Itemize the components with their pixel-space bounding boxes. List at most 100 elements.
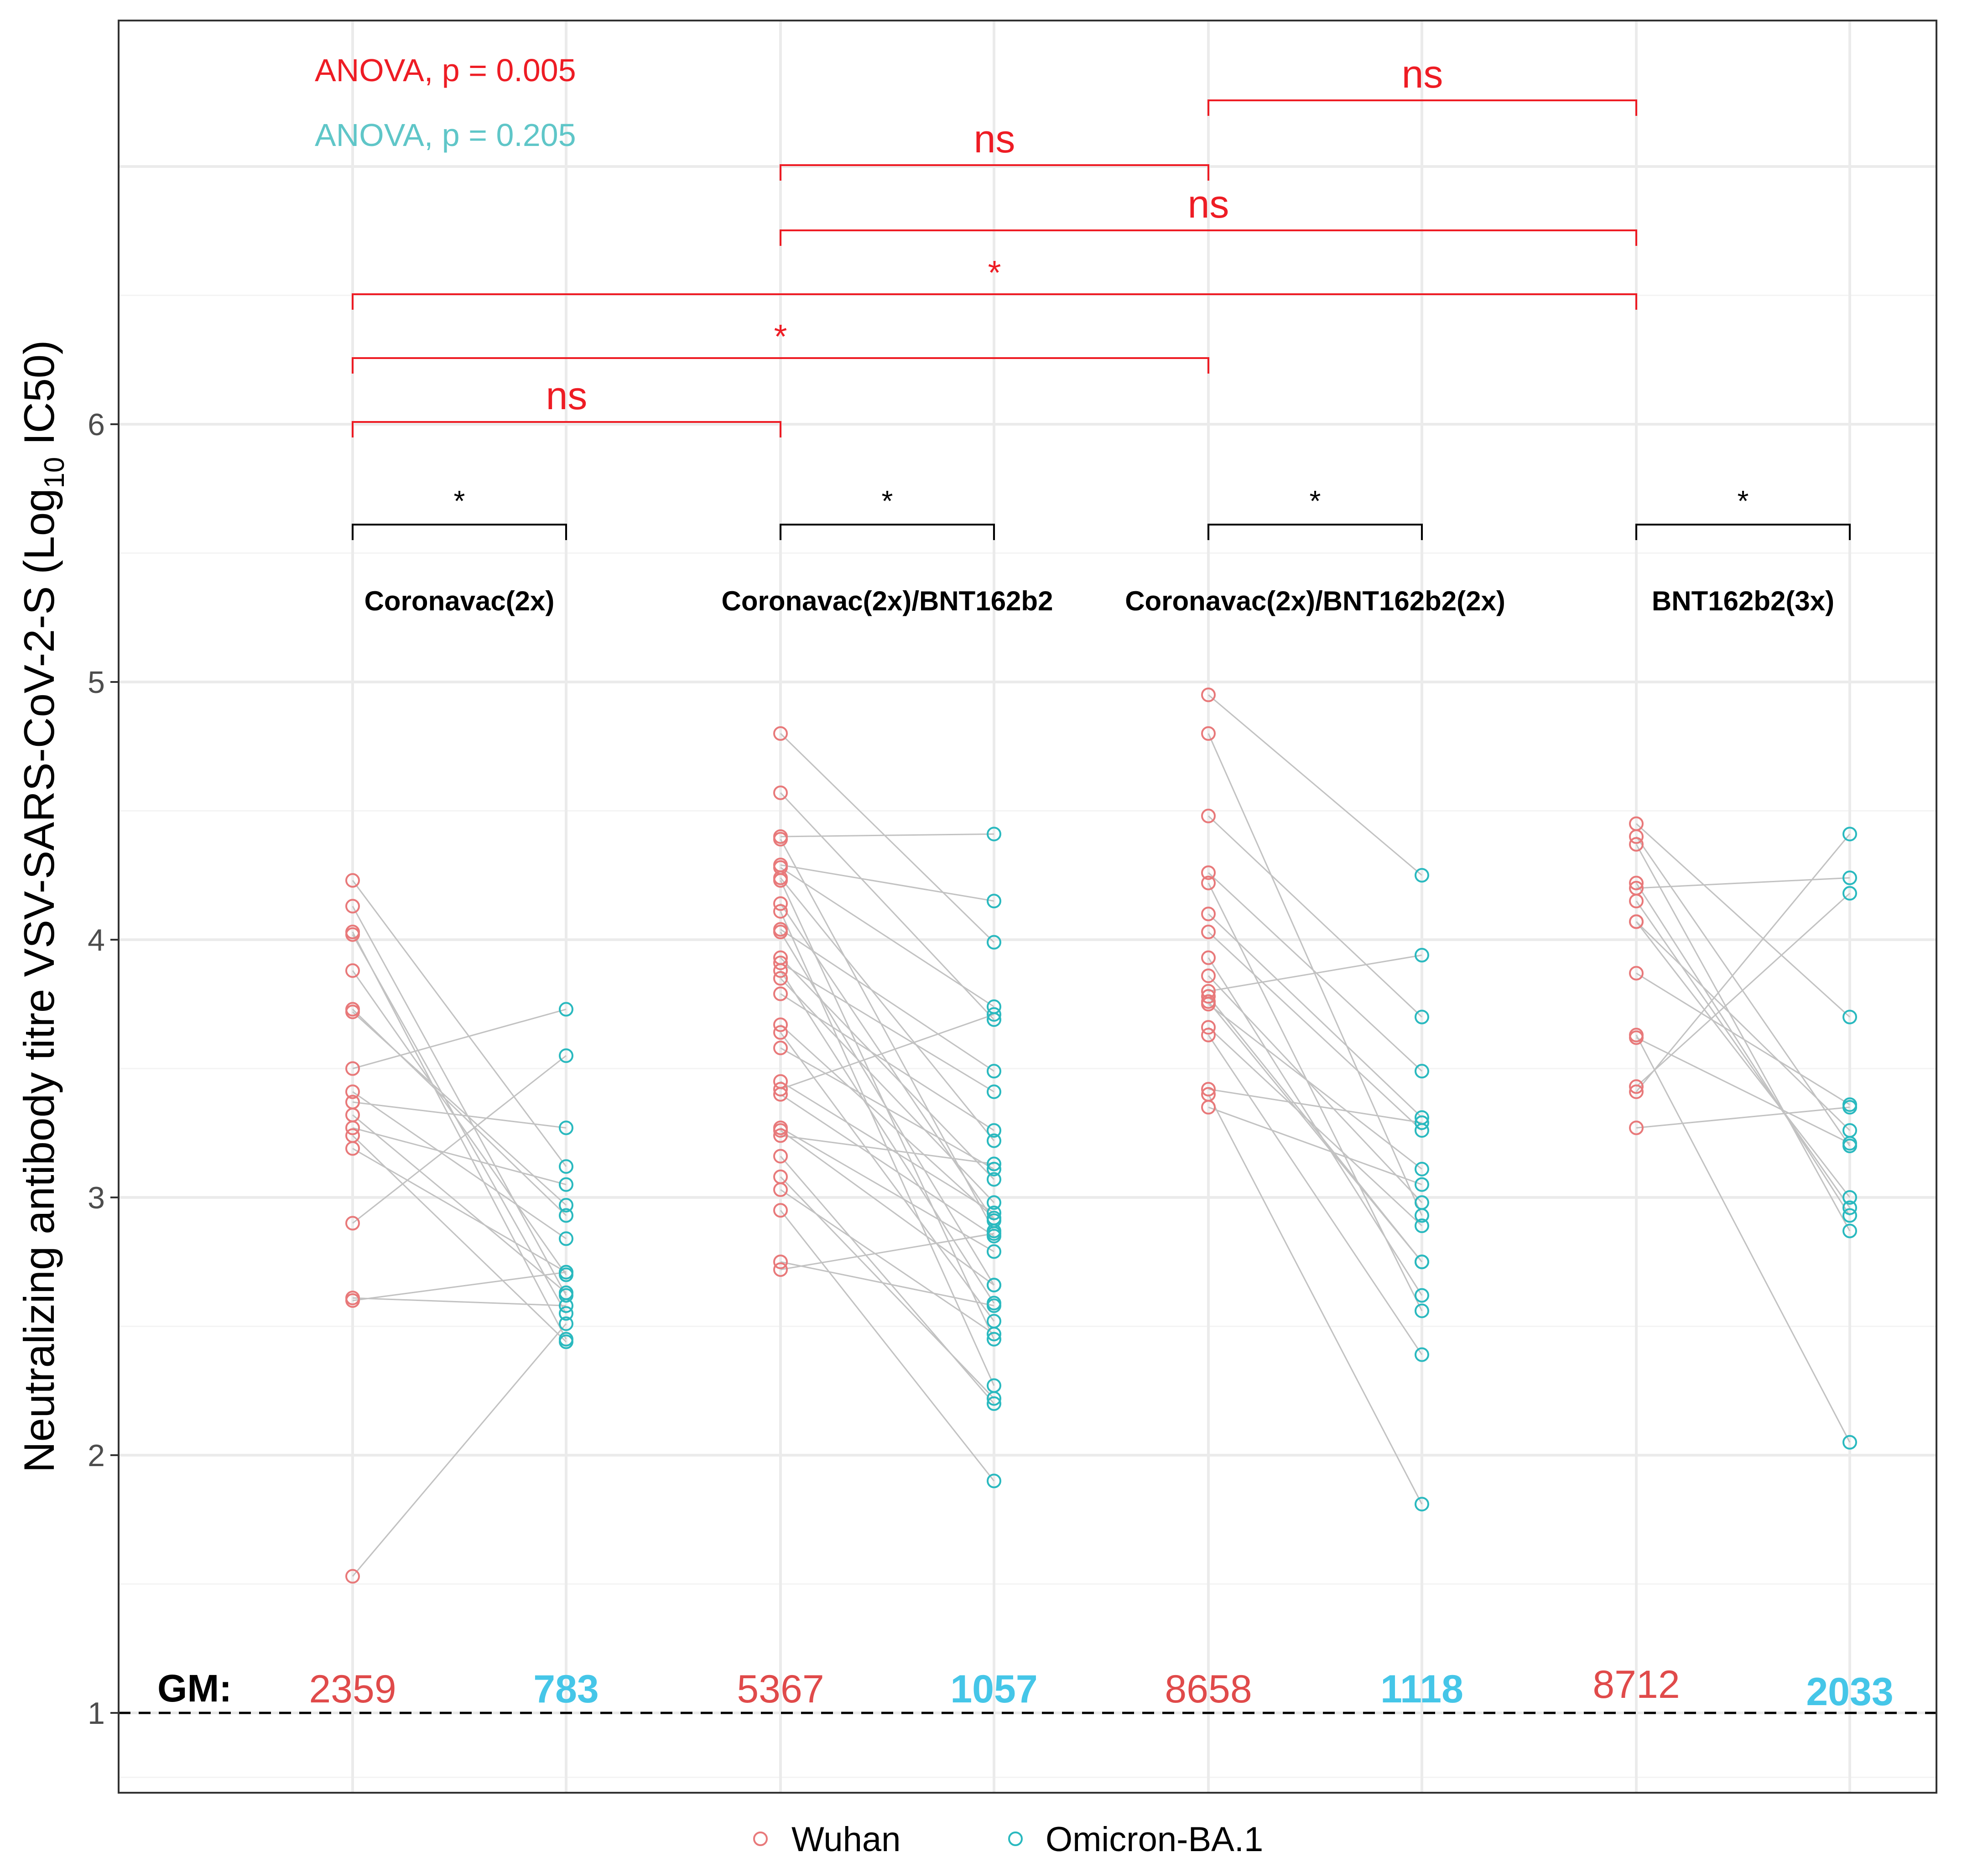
point-wuhan [1201,1100,1216,1115]
point-omicron [1842,1190,1857,1205]
pair-connectors [352,694,1851,1577]
between-group-sig-bracket [352,421,781,437]
between-group-sig-label: * [988,254,1001,291]
group-label: Coronavac(2x)/BNT162b2 [722,586,1053,616]
pair-connector [1207,872,1423,1072]
between-group-sig-bracket [1207,99,1637,116]
point-wuhan [1201,950,1216,965]
pair-connector [1207,1035,1423,1355]
pair-connector [780,957,995,1180]
pair-connector [780,962,994,1093]
point-wuhan [1201,968,1216,983]
between-group-sig-bracket [352,293,1637,310]
point-omicron [1415,1288,1429,1303]
point-wuhan [773,1087,788,1102]
pair-connector [780,1210,995,1482]
point-wuhan [345,963,360,978]
pair-connector [1635,921,1851,1198]
pair-connector [1208,954,1422,992]
point-omicron [987,894,1001,909]
point-omicron [559,1231,573,1246]
pair-connector [780,1261,994,1306]
point-omicron [987,1473,1001,1488]
pair-connector [352,934,567,1314]
point-omicron [987,1156,1001,1171]
panel-background [119,21,1936,1793]
point-omicron [987,999,1001,1014]
point-omicron [987,1278,1001,1293]
point-omicron [987,935,1001,950]
point-omicron [1415,1009,1429,1025]
within-group-sig-label: * [882,484,893,517]
point-wuhan [773,1017,788,1032]
point-wuhan [1201,687,1216,702]
point-wuhan [773,1149,788,1164]
legend-omicron-label: Omicron-BA.1 [1046,1820,1263,1859]
within-group-sig-label: * [1738,484,1749,517]
pair-connector [780,929,994,1072]
anova-wuhan: ANOVA, p = 0.005 [315,52,576,88]
pair-connector [1207,1094,1423,1505]
pair-connector [780,1024,995,1219]
point-omicron [1415,1123,1429,1138]
point-wuhan [1201,808,1216,823]
point-wuhan [345,1216,360,1231]
between-group-sig-label: ns [1402,52,1443,96]
pair-connector [780,1233,994,1270]
pair-connector [1207,931,1423,1131]
y-tick-label: 1 [88,1696,105,1731]
point-wuhan [773,832,788,847]
point-omicron [559,1306,573,1321]
point-omicron [987,1084,1001,1099]
point-wuhan [1201,906,1216,921]
pair-connector [1208,1106,1422,1186]
point-omicron [987,1298,1001,1313]
point-wuhan [345,899,360,914]
point-omicron [987,1123,1001,1138]
pair-connector [352,1101,567,1129]
point-omicron [559,1316,573,1331]
pair-connector [352,1323,567,1577]
pair-connector [780,1032,995,1322]
pair-connector [1207,1001,1423,1263]
point-omicron [559,1159,573,1174]
point-wuhan [773,1025,788,1040]
pair-connector [780,970,995,1304]
point-wuhan [1629,966,1644,981]
point-omicron [987,1161,1001,1176]
point-wuhan [1201,1082,1216,1097]
point-omicron [1842,1136,1857,1151]
point-omicron [987,827,1001,842]
point-wuhan [773,963,788,978]
pair-connector [1635,1035,1851,1443]
point-omicron [1415,1177,1429,1192]
between-group-sig-bracket [352,357,1209,374]
pair-connector [1635,900,1851,1208]
legend-wuhan-label: Wuhan [791,1820,900,1859]
gm-wuhan: 5367 [737,1667,824,1711]
pair-connector [352,1011,567,1206]
pair-connector [1208,1088,1422,1124]
pair-connector [780,792,995,1020]
y-axis-title: Neutralizing antibody titre VSV-SARS-CoV… [15,340,70,1473]
point-omicron [1842,1208,1857,1223]
point-omicron [1842,886,1857,901]
point-wuhan [345,927,360,942]
pair-connector [352,1148,567,1273]
between-group-sig-label: ns [1188,182,1229,226]
point-wuhan [1201,997,1216,1012]
anova-omicron: ANOVA, p = 0.205 [315,117,576,153]
point-omicron [987,1332,1001,1347]
legend-omicron-marker [1008,1832,1023,1846]
point-wuhan [345,873,360,888]
pair-connector [780,1129,994,1286]
point-omicron [987,1007,1001,1022]
point-omicron [559,1298,573,1313]
gm-wuhan: 8658 [1165,1667,1252,1711]
pair-connector [780,1189,994,1335]
pair-connector [780,1081,994,1214]
pair-connector [1635,882,1851,1216]
between-group-sig-label: * [774,317,787,355]
pair-connector [780,1127,994,1252]
